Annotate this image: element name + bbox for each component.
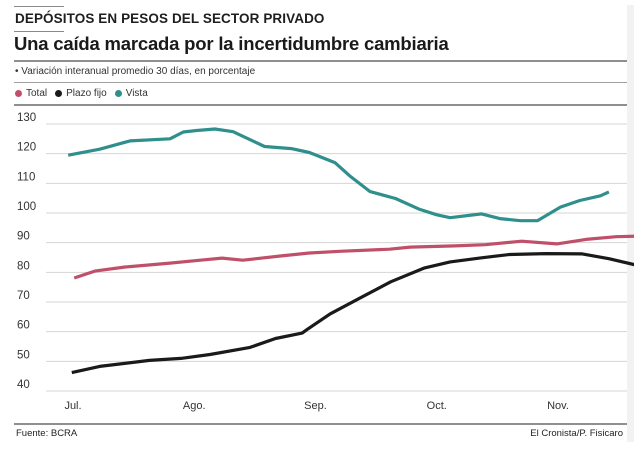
legend-label-total: Total [26, 88, 48, 99]
chart-kicker: DEPÓSITOS EN PESOS DEL SECTOR PRIVADO [15, 11, 325, 26]
legend-item-vista: Vista [114, 88, 148, 99]
y-tick-label: 70 [17, 290, 30, 302]
x-tick-label-nov: Nov. [547, 400, 569, 412]
y-tick-label: 130 [17, 112, 36, 124]
y-tick-label: 50 [17, 349, 30, 361]
chart-title: Una caída marcada por la incertidumbre c… [14, 33, 449, 54]
legend-rule [14, 104, 627, 106]
subtitle-rule [14, 82, 627, 83]
series-line-total [73, 234, 634, 280]
y-tick-label: 80 [17, 260, 30, 272]
y-tick-label: 120 [17, 142, 36, 154]
credit-note: El Cronista/P. Fisicaro [530, 428, 623, 439]
y-tick-label: 90 [17, 231, 30, 243]
legend-dot-plazo-fijo [55, 90, 63, 97]
footer-rule [14, 423, 627, 425]
series-line-vista [67, 127, 610, 223]
x-tick-label-ago: Ago. [183, 400, 206, 412]
y-tick-label: 40 [17, 379, 30, 391]
y-axis-ticks: 40 50 60 70 80 90 100 110 120 130 [17, 112, 36, 391]
legend-dot-total [15, 90, 22, 97]
source-note: Fuente: BCRA [16, 428, 78, 439]
y-tick-label: 110 [17, 171, 35, 183]
series-line-plazo-fijo [71, 252, 634, 375]
y-tick-label: 60 [17, 320, 30, 332]
title-rule [14, 60, 627, 62]
x-tick-label-jul: Jul. [64, 400, 81, 412]
series-lines [67, 127, 634, 375]
y-tick-label: 100 [17, 201, 36, 213]
legend-dot-vista [114, 90, 122, 97]
legend-label-vista: Vista [125, 88, 148, 99]
legend: Total Plazo fijo Vista [15, 88, 156, 99]
legend-label-plazo-fijo: Plazo fijo [66, 88, 107, 99]
x-axis-ticks: Jul. Ago. Sep. Oct. Nov. [64, 400, 568, 412]
x-tick-label-oct: Oct. [427, 400, 447, 412]
legend-item-total: Total [15, 88, 47, 99]
chart-subtitle: • Variación interanual promedio 30 días,… [15, 66, 256, 77]
side-strip [627, 5, 634, 442]
legend-item-plazo-fijo: Plazo fijo [55, 88, 107, 99]
x-tick-label-sep: Sep. [304, 400, 327, 412]
kicker-rule [14, 31, 64, 32]
top-accent-rule [14, 6, 64, 7]
